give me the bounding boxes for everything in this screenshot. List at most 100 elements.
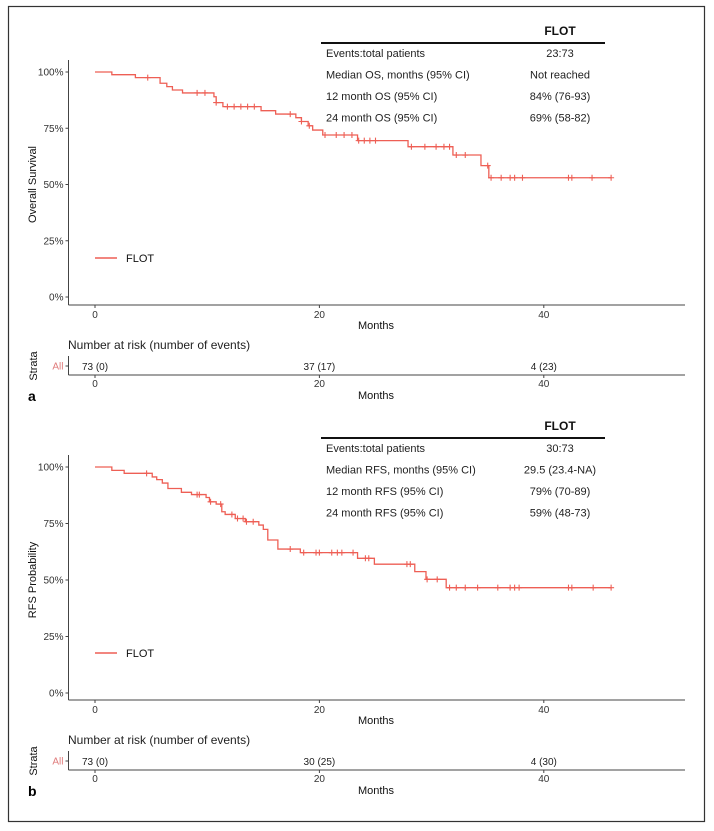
y-tick-label: 50% — [43, 180, 63, 191]
censor-mark — [316, 549, 323, 556]
summary-row-value: 59% (48-73) — [530, 508, 591, 520]
summary-row-value: 79% (70-89) — [530, 486, 591, 498]
legend-label: FLOT — [126, 253, 154, 265]
censor-mark — [494, 584, 501, 591]
censor-mark — [474, 584, 481, 591]
censor-mark — [251, 103, 258, 110]
censor-mark — [237, 103, 244, 110]
censor-mark — [568, 174, 575, 181]
censor-mark — [322, 132, 329, 138]
y-tick-label: 0% — [49, 689, 64, 700]
censor-mark — [440, 143, 447, 150]
censor-mark — [287, 546, 294, 553]
censor-mark — [350, 549, 357, 556]
x-tick-label: 0 — [92, 705, 98, 716]
risk-x-tick-label: 0 — [92, 774, 98, 785]
censor-mark — [361, 137, 368, 144]
censor-mark — [355, 137, 362, 144]
censor-mark — [462, 584, 469, 591]
risk-count: 4 (23) — [531, 362, 557, 373]
censor-mark — [590, 584, 597, 591]
censor-mark — [306, 122, 313, 129]
censor-mark — [224, 103, 231, 110]
censor-mark — [194, 89, 201, 96]
censor-mark — [484, 162, 491, 169]
risk-x-title: Months — [358, 390, 395, 402]
censor-mark — [298, 118, 305, 125]
x-axis-title: Months — [358, 320, 395, 332]
censor-mark — [365, 555, 372, 562]
summary-row-label: Median RFS, months (95% CI) — [326, 465, 476, 477]
y-tick-label: 25% — [43, 236, 63, 247]
censor-mark — [234, 515, 241, 522]
censor-mark — [372, 137, 379, 144]
censor-mark — [338, 549, 345, 556]
panel-label: a — [28, 388, 36, 404]
strata-label: All — [52, 362, 63, 373]
censor-mark — [144, 74, 151, 81]
censor-mark — [333, 132, 340, 138]
risk-table-title: Number at risk (number of events) — [68, 338, 250, 352]
censor-mark — [287, 111, 294, 118]
censor-mark — [519, 174, 526, 181]
censor-mark — [462, 152, 469, 159]
summary-row-label: 12 month RFS (95% CI) — [326, 486, 443, 498]
figure-border — [7, 5, 706, 823]
censor-mark — [498, 174, 505, 181]
censor-mark — [424, 576, 431, 583]
censor-mark — [453, 152, 460, 159]
km-panel-a: 0% 25% 50% 75% 100% 0 20 40 Months Overall Surviv… — [27, 24, 685, 404]
y-tick-label: 75% — [43, 124, 63, 135]
summary-row-value: 69% (58-82) — [530, 113, 591, 125]
x-tick-label: 0 — [92, 310, 98, 321]
censor-mark — [240, 515, 247, 522]
y-axis-title: Overall Survival — [27, 146, 39, 223]
summary-row-value: Not reached — [530, 70, 590, 82]
summary-row-label: Events:total patients — [326, 48, 426, 60]
summary-row-label: 24 month OS (95% CI) — [326, 113, 437, 125]
censor-mark — [568, 584, 575, 591]
x-tick-label: 40 — [538, 310, 550, 321]
censor-mark — [608, 584, 615, 591]
x-axis-title: Months — [358, 715, 395, 727]
summary-row-value: 29.5 (23.4-NA) — [524, 465, 596, 477]
risk-x-title: Months — [358, 785, 395, 797]
censor-mark — [213, 99, 220, 106]
censor-mark — [366, 137, 373, 144]
summary-table-header: FLOT — [544, 419, 576, 433]
censor-mark — [348, 132, 355, 138]
y-tick-label: 50% — [43, 576, 63, 587]
censor-mark — [407, 561, 414, 568]
censor-mark — [421, 143, 428, 150]
censor-mark — [433, 143, 440, 150]
censor-mark — [250, 518, 257, 525]
censor-mark — [143, 470, 150, 477]
censor-mark — [341, 132, 348, 138]
censor-mark — [217, 501, 224, 508]
censor-mark — [328, 549, 335, 556]
censor-mark — [196, 491, 203, 498]
risk-count: 73 (0) — [82, 757, 108, 768]
risk-count: 30 (25) — [304, 757, 336, 768]
y-tick-label: 100% — [38, 463, 64, 474]
censor-mark — [228, 511, 235, 518]
censor-mark — [453, 584, 460, 591]
risk-count: 73 (0) — [82, 362, 108, 373]
y-tick-label: 25% — [43, 632, 63, 643]
summary-row-label: 24 month RFS (95% CI) — [326, 508, 443, 520]
x-tick-label: 40 — [538, 705, 550, 716]
summary-row-label: 12 month OS (95% CI) — [326, 91, 437, 103]
legend-label: FLOT — [126, 648, 154, 660]
y-tick-label: 100% — [38, 68, 64, 79]
risk-table-title: Number at risk (number of events) — [68, 733, 250, 747]
summary-row-value: 84% (76-93) — [530, 91, 591, 103]
strata-label: All — [52, 757, 63, 768]
risk-y-title: Strata — [28, 350, 40, 380]
censor-mark — [201, 89, 208, 96]
y-tick-label: 75% — [43, 519, 63, 530]
summary-table-header: FLOT — [544, 24, 576, 38]
risk-count: 4 (30) — [531, 757, 557, 768]
censor-mark — [207, 498, 214, 505]
censor-mark — [244, 103, 251, 110]
risk-x-tick-label: 40 — [538, 379, 550, 390]
